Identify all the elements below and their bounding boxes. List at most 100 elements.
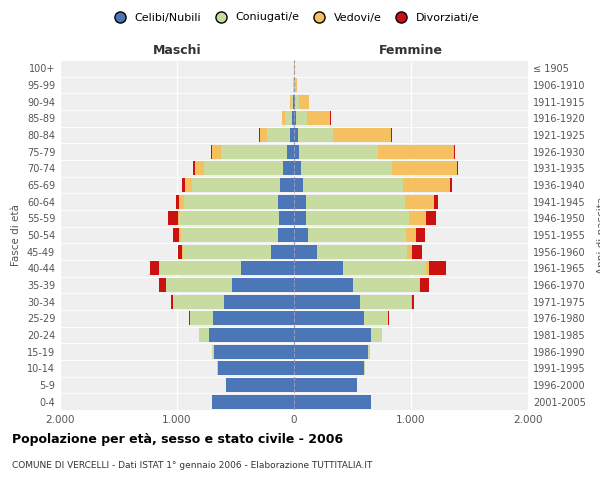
Bar <box>294 194 306 209</box>
Bar <box>211 144 212 159</box>
Bar <box>416 228 425 242</box>
Bar <box>178 244 182 259</box>
Bar <box>179 228 181 242</box>
Bar <box>434 194 438 209</box>
Bar <box>209 328 294 342</box>
Bar <box>294 394 371 409</box>
Bar <box>199 328 209 342</box>
Bar <box>343 261 426 276</box>
Legend: Celibi/Nubili, Coniugati/e, Vedovi/e, Divorziati/e: Celibi/Nubili, Coniugati/e, Vedovi/e, Di… <box>104 8 484 27</box>
Bar <box>182 178 185 192</box>
Text: Femmine: Femmine <box>379 44 443 57</box>
Bar <box>292 112 294 126</box>
Bar <box>308 228 406 242</box>
Bar <box>221 144 287 159</box>
Bar <box>279 211 294 226</box>
Bar <box>294 144 299 159</box>
Bar <box>241 261 294 276</box>
Bar <box>299 94 309 109</box>
Bar <box>294 228 308 242</box>
Bar <box>454 144 455 159</box>
Bar <box>294 244 317 259</box>
Bar <box>294 361 364 376</box>
Bar <box>213 311 294 326</box>
Bar <box>457 162 458 175</box>
Bar <box>296 112 307 126</box>
Bar <box>291 94 293 109</box>
Bar <box>294 112 296 126</box>
Bar <box>160 261 241 276</box>
Bar <box>171 294 173 308</box>
Bar <box>212 344 214 359</box>
Bar <box>218 361 294 376</box>
Bar <box>192 178 280 192</box>
Bar <box>212 144 221 159</box>
Bar <box>176 194 179 209</box>
Bar <box>407 244 412 259</box>
Bar <box>392 162 457 175</box>
Bar <box>295 78 298 92</box>
Bar <box>294 328 371 342</box>
Bar <box>405 194 434 209</box>
Bar <box>204 162 283 175</box>
Bar <box>294 162 301 175</box>
Bar <box>294 344 368 359</box>
Bar <box>190 311 213 326</box>
Bar <box>278 194 294 209</box>
Bar <box>283 162 294 175</box>
Bar <box>409 211 426 226</box>
Bar <box>304 178 403 192</box>
Bar <box>420 278 429 292</box>
Bar <box>149 261 159 276</box>
Bar <box>371 328 382 342</box>
Bar <box>212 394 294 409</box>
Bar <box>287 144 294 159</box>
Bar <box>307 112 330 126</box>
Bar <box>426 211 436 226</box>
Bar <box>232 278 294 292</box>
Bar <box>306 194 405 209</box>
Bar <box>260 128 267 142</box>
Bar <box>184 194 278 209</box>
Bar <box>368 344 370 359</box>
Bar <box>406 228 416 242</box>
Text: COMUNE DI VERCELLI - Dati ISTAT 1° gennaio 2006 - Elaborazione TUTTITALIA.IT: COMUNE DI VERCELLI - Dati ISTAT 1° genna… <box>12 460 373 469</box>
Bar <box>294 261 343 276</box>
Bar <box>294 378 357 392</box>
Bar <box>183 244 271 259</box>
Bar <box>301 162 392 175</box>
Y-axis label: Fasce di età: Fasce di età <box>11 204 21 266</box>
Bar <box>278 228 294 242</box>
Bar <box>179 194 184 209</box>
Bar <box>290 94 291 109</box>
Bar <box>403 178 449 192</box>
Bar <box>412 244 422 259</box>
Bar <box>214 344 294 359</box>
Bar <box>306 211 409 226</box>
Y-axis label: Anni di nascita: Anni di nascita <box>597 196 600 274</box>
Bar <box>299 144 378 159</box>
Bar <box>283 112 285 126</box>
Bar <box>359 294 411 308</box>
Bar <box>294 311 364 326</box>
Bar <box>224 294 294 308</box>
Bar <box>181 228 278 242</box>
Bar <box>194 162 204 175</box>
Bar <box>378 144 454 159</box>
Bar <box>332 128 391 142</box>
Bar <box>271 244 294 259</box>
Bar <box>173 228 179 242</box>
Bar <box>295 94 299 109</box>
Bar <box>428 261 446 276</box>
Bar <box>294 294 359 308</box>
Bar <box>412 294 414 308</box>
Bar <box>449 178 452 192</box>
Bar <box>364 311 388 326</box>
Bar <box>159 278 166 292</box>
Bar <box>166 278 232 292</box>
Bar <box>294 128 298 142</box>
Bar <box>173 294 224 308</box>
Bar <box>294 178 304 192</box>
Bar <box>285 112 292 126</box>
Bar <box>293 94 294 109</box>
